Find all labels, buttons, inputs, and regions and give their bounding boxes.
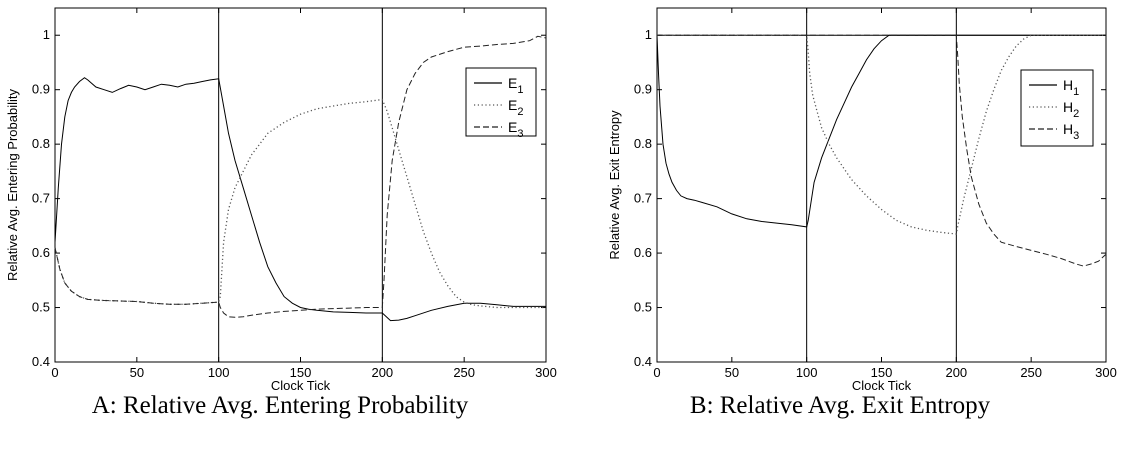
y-tick-label: 0.9 xyxy=(634,82,652,97)
legend-entry: H2 xyxy=(1063,99,1079,120)
x-tick-label: 300 xyxy=(1095,365,1117,380)
legend-entry: E3 xyxy=(508,119,523,140)
chart-b-svg: 0 50 100 150 200 250 300 0.4 0.5 0.6 0.7 0.8 0.9 1 Clo… xyxy=(607,7,1117,390)
x-tick-label: 0 xyxy=(51,365,58,380)
legend-entry-name: H xyxy=(1063,121,1073,137)
y-tick-label: 0.5 xyxy=(634,300,652,315)
series-line-e2 xyxy=(54,98,546,309)
y-tick-label: 0.6 xyxy=(634,245,652,260)
legend-entry: H1 xyxy=(1063,77,1079,98)
legend-entry-name: H xyxy=(1063,99,1073,115)
legend-entry: E1 xyxy=(508,75,523,96)
y-tick-label: 1 xyxy=(645,27,652,42)
legend-entry-subscript: 1 xyxy=(1073,86,1079,98)
legend-entry-name: E xyxy=(508,119,517,135)
x-tick-label: 150 xyxy=(871,365,893,380)
legend-entry-name: H xyxy=(1063,77,1073,93)
y-tick-label: 0.6 xyxy=(32,245,50,260)
chart-a-svg: 0 50 100 150 200 250 300 0.4 0.5 0.6 0.7 0.8 0.9 1 Clo… xyxy=(5,7,557,390)
x-tick-label: 300 xyxy=(535,365,557,380)
y-tick-label: 0.7 xyxy=(634,191,652,206)
chart-panel-a: 0 50 100 150 200 250 300 0.4 0.5 0.6 0.7 0.8 0.9 1 Clo… xyxy=(0,0,560,449)
y-tick-label: 0.9 xyxy=(32,82,50,97)
chart-panel-b: 0 50 100 150 200 250 300 0.4 0.5 0.6 0.7 0.8 0.9 1 Clo… xyxy=(560,0,1120,449)
series-line-h1 xyxy=(656,34,1106,228)
chart-a-caption: A: Relative Avg. Entering Probability xyxy=(91,392,469,419)
legend-entry-name: E xyxy=(508,75,517,91)
y-tick-label: 0.8 xyxy=(32,136,50,151)
y-tick-label: 0.4 xyxy=(634,354,652,369)
y-tick-label: 0.5 xyxy=(32,300,50,315)
legend-entry: E2 xyxy=(508,97,523,118)
legend-entry-subscript: 3 xyxy=(1073,130,1079,142)
x-tick-label: 100 xyxy=(796,365,818,380)
x-tick-label: 250 xyxy=(453,365,475,380)
plot-frame xyxy=(54,7,547,363)
series-line-h3 xyxy=(657,34,1107,267)
x-tick-label: 50 xyxy=(725,365,739,380)
legend-entry-name: E xyxy=(508,97,517,113)
series-line-e3 xyxy=(54,35,547,318)
legend-entry: H3 xyxy=(1063,121,1079,142)
x-tick-label: 0 xyxy=(653,365,660,380)
legend-entry-subscript: 1 xyxy=(517,84,523,96)
x-tick-label: 50 xyxy=(130,365,144,380)
y-tick-label: 1 xyxy=(43,27,50,42)
legend-box xyxy=(465,67,537,137)
x-axis-label: Clock Tick xyxy=(852,378,912,390)
legend-entry-subscript: 2 xyxy=(1073,108,1079,120)
y-axis-label: Relative Avg. Entering Probability xyxy=(5,89,20,281)
x-tick-label: 250 xyxy=(1020,365,1042,380)
x-axis-label: Clock Tick xyxy=(271,378,331,390)
y-tick-label: 0.7 xyxy=(32,191,50,206)
series-line-e1 xyxy=(54,77,546,322)
x-tick-label: 200 xyxy=(371,365,393,380)
series-line-h2 xyxy=(657,34,1106,235)
x-tick-label: 200 xyxy=(945,365,967,380)
plot-frame xyxy=(656,7,1107,363)
legend-box xyxy=(1020,69,1094,147)
y-tick-label: 0.4 xyxy=(32,354,50,369)
chart-b-caption: B: Relative Avg. Exit Entropy xyxy=(689,392,991,419)
x-tick-label: 150 xyxy=(290,365,312,380)
y-axis-label: Relative Avg. Exit Entropy xyxy=(607,110,622,260)
legend-entry-subscript: 3 xyxy=(517,128,523,140)
x-tick-label: 100 xyxy=(208,365,230,380)
legend-entry-subscript: 2 xyxy=(517,106,523,118)
y-tick-label: 0.8 xyxy=(634,136,652,151)
